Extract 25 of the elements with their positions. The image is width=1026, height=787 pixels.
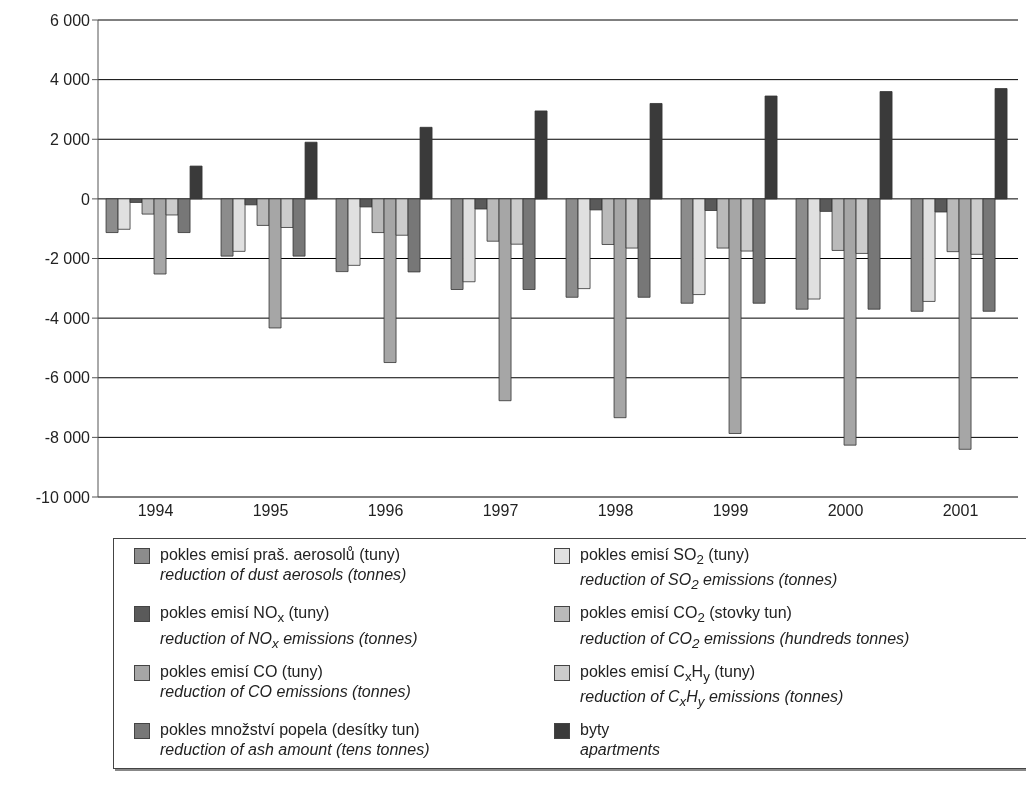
- y-tick-label: 0: [81, 190, 91, 208]
- legend-label: pokles emisí NO$_{x}$ (tuny) reduction of NO$_{x}$ emissions (tonnes): [160, 603, 418, 653]
- x-tick-label: 2000: [827, 502, 864, 520]
- legend-label: pokles emisí CO (tuny) reduction of CO emissions (tonnes): [160, 661, 411, 702]
- y-tick-label: 4 000: [49, 71, 91, 89]
- x-tick-label: 1994: [137, 502, 174, 520]
- y-tick-label: -6 000: [44, 369, 91, 387]
- legend-label: pokles emisí praš. aerosolů (tuny) reduction of dust aerosols (tonnes): [160, 545, 407, 585]
- y-tick-label: -4 000: [44, 309, 91, 327]
- x-tick-label: 1995: [252, 502, 289, 520]
- legend-label: pokles emisí SO$_{2}$ (tuny) reduction of SO$_{2}$ emissions (tonnes): [580, 545, 838, 595]
- y-tick-label: 6 000: [49, 11, 91, 29]
- y-tick-label: -10 000: [35, 488, 91, 506]
- x-tick-label: 1999: [712, 502, 749, 520]
- legend-label: pokles množství popela (desítky tun) reduction of ash amount (tens tonnes): [160, 720, 430, 761]
- x-tick-label: 1996: [367, 502, 404, 520]
- text: pokles emisí C$_{x}$H$_{y}$ (tuny) reduction of C$_{x}$H$_{y}$ emissions (tonnes): [580, 662, 844, 710]
- y-tick-label: -8 000: [44, 429, 91, 447]
- y-tick-label: -2 000: [44, 250, 91, 268]
- x-tick-label: 1997: [482, 502, 519, 520]
- x-tick-label: 2001: [942, 502, 979, 520]
- legend-label: byty apartments: [580, 720, 661, 761]
- x-tick-label: 1998: [597, 502, 634, 520]
- y-tick-label: 2 000: [49, 130, 91, 148]
- legend-label: pokles emisí CO$_{2}$ (stovky tun) reduction of CO$_{2}$ emissions (hundreds tonnes): [580, 603, 910, 653]
